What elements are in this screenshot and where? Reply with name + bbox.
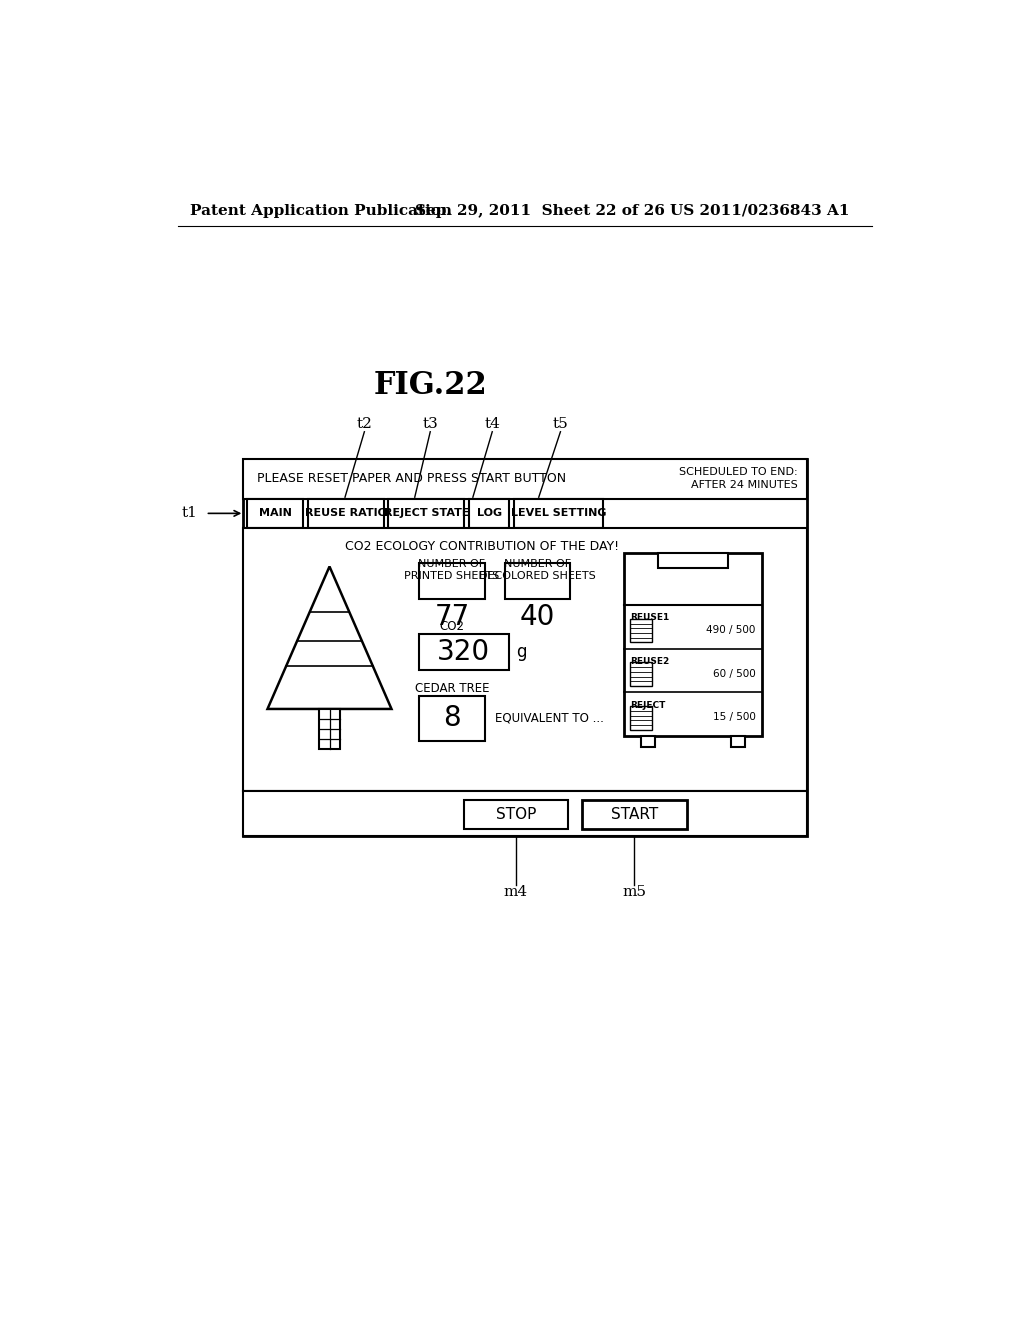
- Bar: [420, 564, 484, 599]
- Bar: [630, 706, 652, 730]
- Text: 320: 320: [437, 638, 490, 667]
- Bar: [243, 459, 807, 836]
- Text: NUMBER OF
DECOLORED SHEETS: NUMBER OF DECOLORED SHEETS: [479, 558, 596, 581]
- Text: Sep. 29, 2011  Sheet 22 of 26: Sep. 29, 2011 Sheet 22 of 26: [415, 203, 665, 218]
- Text: US 2011/0236843 A1: US 2011/0236843 A1: [671, 203, 850, 218]
- Text: Patent Application Publication: Patent Application Publication: [190, 203, 452, 218]
- Bar: [243, 528, 807, 792]
- Bar: [248, 499, 303, 528]
- Text: g: g: [516, 643, 526, 661]
- Bar: [658, 553, 728, 568]
- Text: SCHEDULED TO END:
AFTER 24 MINUTES: SCHEDULED TO END: AFTER 24 MINUTES: [679, 467, 798, 490]
- Bar: [624, 553, 762, 737]
- Text: REUSE1: REUSE1: [630, 614, 670, 623]
- Bar: [630, 663, 652, 686]
- Text: 15 / 500: 15 / 500: [713, 713, 756, 722]
- Bar: [469, 499, 509, 528]
- Text: FIG.22: FIG.22: [374, 370, 487, 401]
- Bar: [388, 499, 464, 528]
- Text: m4: m4: [504, 886, 528, 899]
- Text: t2: t2: [356, 417, 373, 432]
- Text: 8: 8: [443, 704, 461, 733]
- Text: REJECT STATE: REJECT STATE: [384, 508, 469, 519]
- Text: REJECT: REJECT: [630, 701, 666, 710]
- Text: CO2 ECOLOGY CONTRIBUTION OF THE DAY!: CO2 ECOLOGY CONTRIBUTION OF THE DAY!: [345, 540, 620, 553]
- Bar: [308, 499, 384, 528]
- Text: 60 / 500: 60 / 500: [713, 668, 756, 678]
- Bar: [420, 635, 509, 669]
- Text: 490 / 500: 490 / 500: [707, 624, 756, 635]
- Bar: [514, 499, 603, 528]
- Bar: [420, 696, 484, 741]
- Bar: [243, 792, 807, 836]
- Text: REUSE2: REUSE2: [630, 657, 670, 667]
- Bar: [318, 709, 340, 748]
- Text: t3: t3: [422, 417, 438, 432]
- Bar: [583, 800, 687, 829]
- Bar: [641, 737, 655, 747]
- Bar: [464, 800, 568, 829]
- Text: REUSE RATIO: REUSE RATIO: [305, 508, 387, 519]
- Text: t1: t1: [182, 507, 198, 520]
- Text: PLEASE RESET PAPER AND PRESS START BUTTON: PLEASE RESET PAPER AND PRESS START BUTTO…: [257, 473, 566, 486]
- Bar: [505, 564, 569, 599]
- Text: 77: 77: [434, 602, 470, 631]
- Bar: [243, 459, 807, 499]
- Text: EQUIVALENT TO ...: EQUIVALENT TO ...: [496, 711, 604, 725]
- Text: LEVEL SETTING: LEVEL SETTING: [511, 508, 606, 519]
- Text: m5: m5: [623, 886, 646, 899]
- Text: MAIN: MAIN: [259, 508, 292, 519]
- Bar: [731, 737, 744, 747]
- Text: t4: t4: [484, 417, 500, 432]
- Text: NUMBER OF
PRINTED SHEETS: NUMBER OF PRINTED SHEETS: [404, 558, 500, 581]
- Text: START: START: [611, 807, 658, 822]
- Text: CEDAR TREE: CEDAR TREE: [415, 682, 489, 696]
- Text: t5: t5: [553, 417, 568, 432]
- Text: CO2: CO2: [439, 620, 465, 634]
- Text: STOP: STOP: [496, 807, 537, 822]
- Text: 40: 40: [519, 602, 555, 631]
- Bar: [630, 619, 652, 643]
- Text: LOG: LOG: [476, 508, 502, 519]
